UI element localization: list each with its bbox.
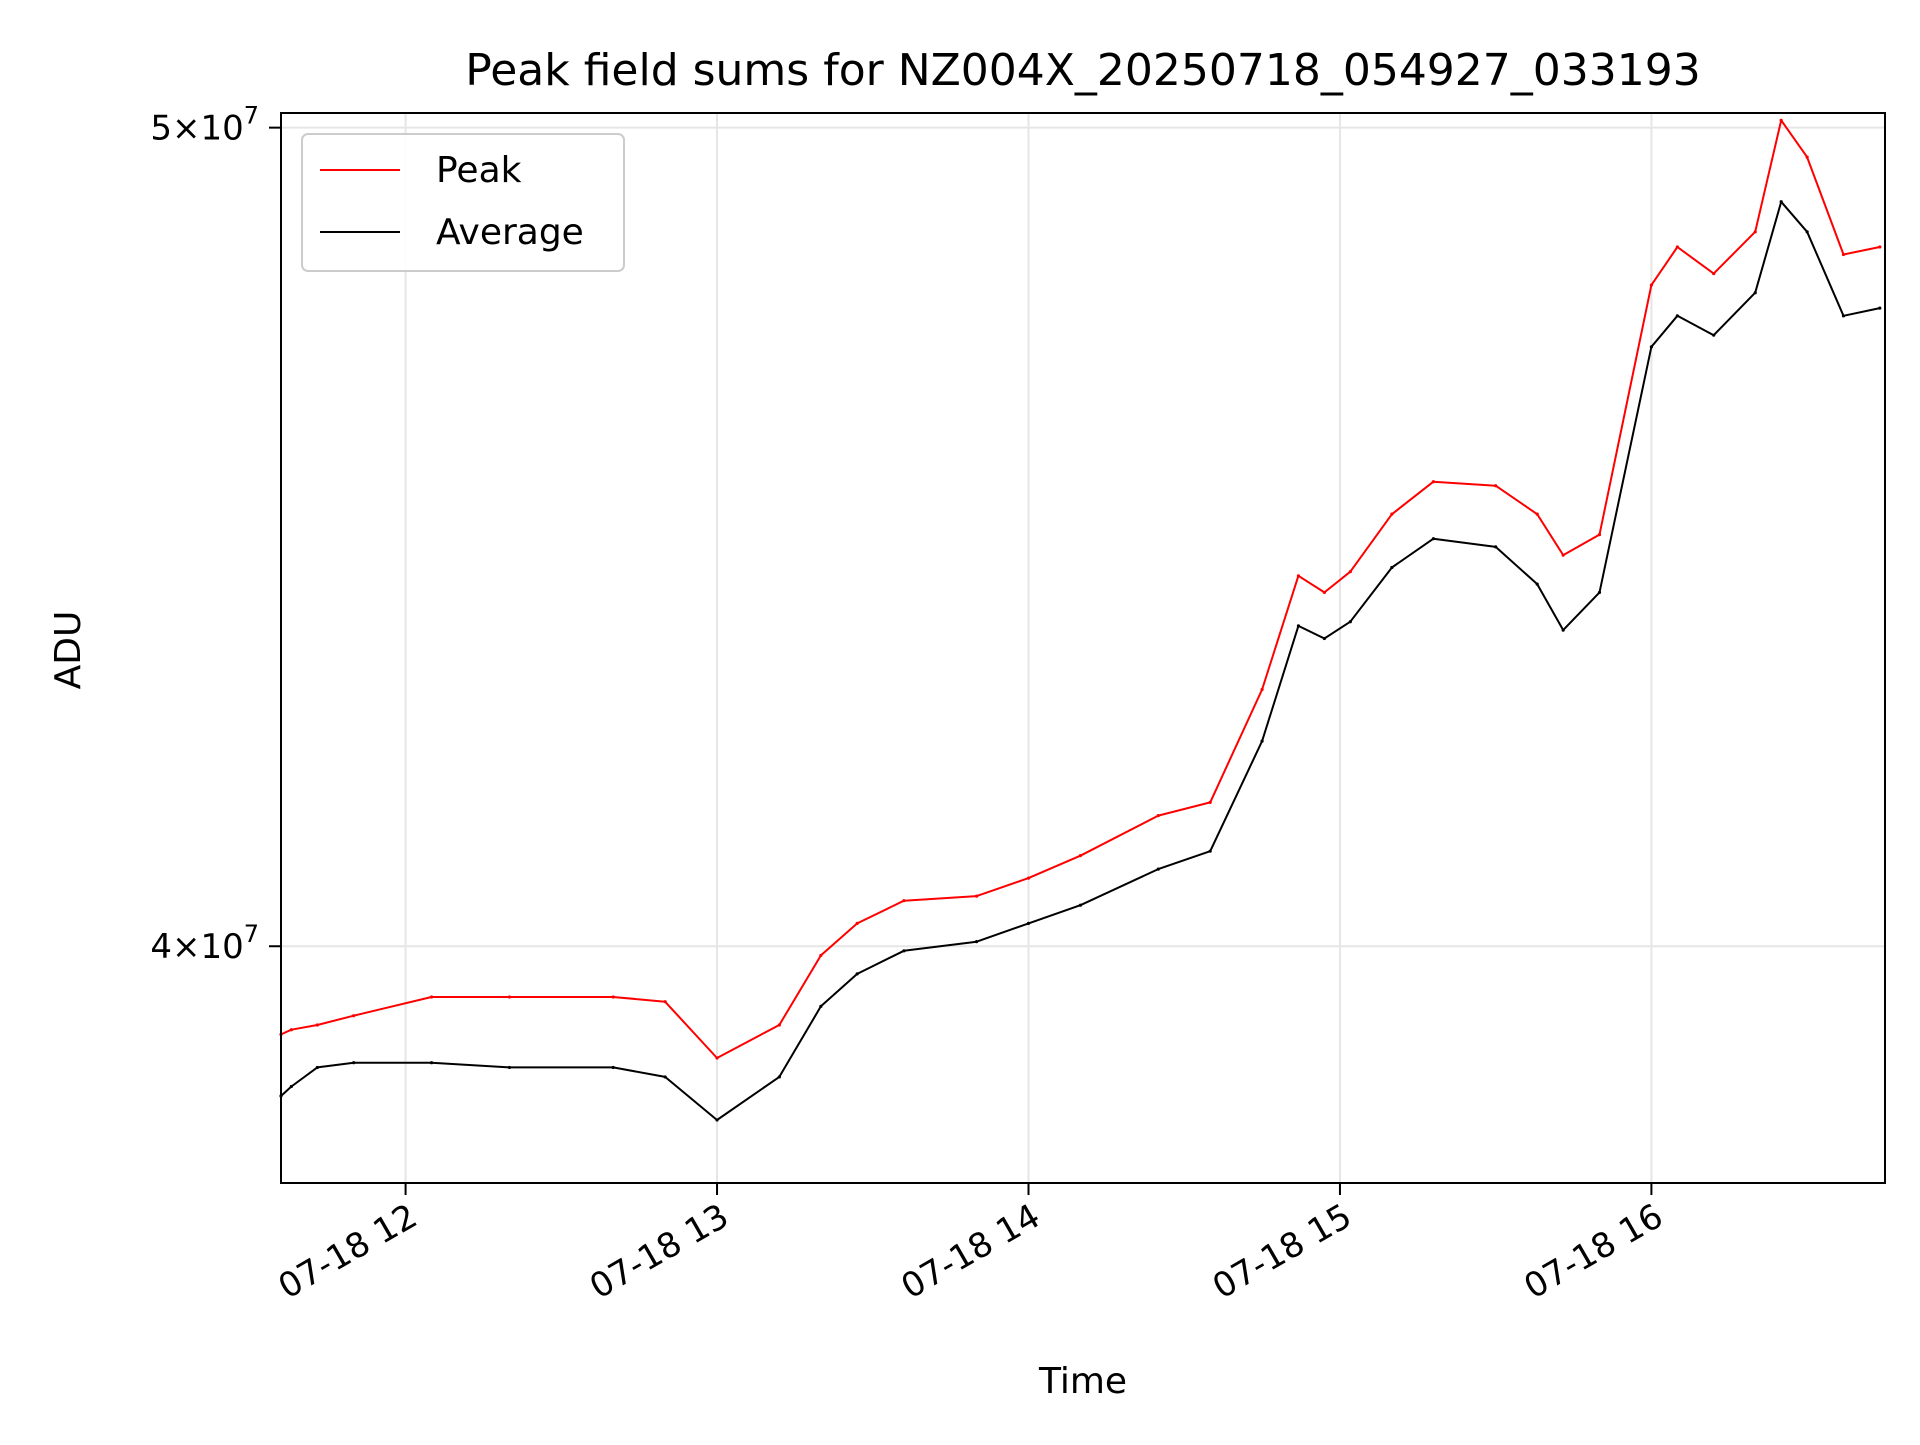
- legend-box: [301, 133, 625, 272]
- data-point-peak: [1841, 252, 1846, 257]
- data-point-peak: [1208, 800, 1212, 804]
- data-point-peak: [1431, 480, 1435, 484]
- data-point-peak: [1675, 245, 1679, 249]
- legend-label-peak: Peak: [436, 150, 522, 191]
- data-point-average: [1078, 903, 1083, 907]
- y-tick-label-base: 5×10: [150, 109, 243, 149]
- data-point-peak: [507, 995, 512, 999]
- data-point-average: [1841, 314, 1846, 318]
- y-tick-label-exponent: 7: [244, 102, 259, 130]
- data-point-peak: [1078, 854, 1083, 858]
- data-point-average: [1322, 636, 1326, 641]
- data-point-peak: [1260, 687, 1264, 692]
- data-point-average: [663, 1075, 667, 1079]
- data-point-peak: [1348, 570, 1352, 574]
- data-point-average: [1597, 590, 1602, 595]
- y-tick-label: 5×107: [150, 102, 259, 149]
- data-point-peak: [1390, 512, 1394, 516]
- data-point-average: [1805, 230, 1809, 234]
- data-point-average: [1779, 200, 1783, 204]
- data-point-peak: [902, 899, 906, 903]
- data-point-average: [974, 940, 979, 944]
- data-point-average: [1431, 537, 1435, 541]
- data-point-peak: [1779, 118, 1783, 122]
- y-tick-label: 4×107: [150, 920, 259, 967]
- data-point-average: [1561, 628, 1565, 632]
- plot-frame: [280, 112, 1886, 1184]
- data-point-average: [777, 1075, 781, 1079]
- data-point-average: [507, 1065, 512, 1070]
- data-point-peak: [1156, 814, 1160, 818]
- series-line-peak: [280, 119, 1881, 1059]
- y-axis-label: ADU: [48, 611, 89, 690]
- data-point-average: [1296, 624, 1301, 628]
- data-point-peak: [1597, 532, 1602, 537]
- data-point-average: [429, 1061, 434, 1065]
- series-line-average: [280, 200, 1881, 1121]
- legend: Peak Average: [301, 133, 625, 272]
- data-point-average: [715, 1118, 719, 1122]
- data-point-peak: [663, 1000, 667, 1004]
- data-point-peak: [429, 995, 434, 999]
- data-point-average: [1535, 582, 1539, 586]
- chart-title: Peak field sums for NZ004X_20250718_0549…: [465, 45, 1701, 96]
- data-point-peak: [1535, 512, 1539, 516]
- y-tick-label-base: 4×10: [150, 927, 243, 967]
- data-point-average: [315, 1065, 319, 1070]
- data-point-average: [1494, 545, 1498, 549]
- data-point-peak: [819, 953, 823, 958]
- data-point-average: [611, 1065, 615, 1070]
- data-point-peak: [777, 1023, 781, 1027]
- data-point-average: [1878, 306, 1882, 310]
- data-point-peak: [611, 995, 615, 999]
- data-point-peak: [855, 921, 859, 925]
- data-point-peak: [289, 1028, 293, 1032]
- data-point-average: [1156, 867, 1160, 871]
- data-point-peak: [1026, 876, 1031, 880]
- data-point-average: [289, 1084, 293, 1089]
- data-point-peak: [1878, 245, 1882, 249]
- data-point-average: [1208, 849, 1212, 853]
- data-point-peak: [1494, 484, 1498, 488]
- data-point-average: [902, 949, 906, 953]
- data-point-peak: [1322, 590, 1326, 595]
- data-point-peak: [1753, 230, 1757, 234]
- data-point-average: [1026, 921, 1031, 925]
- data-point-peak: [1649, 283, 1654, 287]
- legend-label-average: Average: [436, 212, 584, 253]
- data-point-peak: [715, 1056, 719, 1060]
- data-point-peak: [1805, 155, 1809, 159]
- data-point-peak: [1296, 574, 1301, 578]
- data-point-average: [1390, 565, 1394, 570]
- y-tick-label-exponent: 7: [244, 920, 259, 948]
- data-point-average: [1753, 291, 1757, 295]
- data-point-peak: [974, 894, 979, 898]
- data-point-average: [1712, 333, 1716, 337]
- data-point-average: [1348, 620, 1352, 624]
- grid: [281, 113, 1885, 1183]
- data-point-peak: [1712, 271, 1716, 276]
- series-layer: [279, 118, 1882, 1122]
- data-point-peak: [315, 1023, 319, 1027]
- data-point-average: [1649, 345, 1654, 349]
- x-axis-label: Time: [1038, 1361, 1127, 1402]
- data-point-peak: [1561, 553, 1565, 557]
- data-point-average: [1260, 739, 1264, 743]
- data-point-average: [819, 1004, 823, 1008]
- data-point-average: [855, 972, 859, 976]
- data-point-peak: [352, 1014, 356, 1018]
- data-point-average: [352, 1061, 356, 1065]
- data-point-average: [1675, 314, 1679, 318]
